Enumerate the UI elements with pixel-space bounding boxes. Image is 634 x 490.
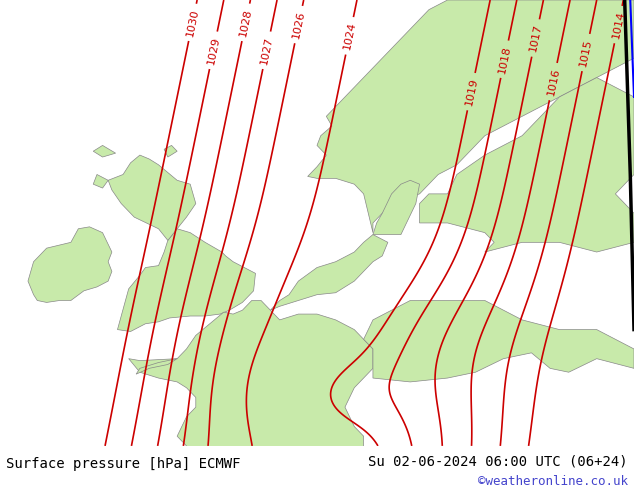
Text: Su 02-06-2024 06:00 UTC (06+24): Su 02-06-2024 06:00 UTC (06+24) bbox=[368, 454, 628, 468]
Text: 1028: 1028 bbox=[238, 7, 254, 37]
Polygon shape bbox=[129, 300, 373, 462]
Polygon shape bbox=[93, 146, 115, 157]
Polygon shape bbox=[364, 300, 634, 382]
Text: 1016: 1016 bbox=[545, 67, 561, 97]
Text: 1024: 1024 bbox=[342, 21, 358, 50]
Polygon shape bbox=[307, 0, 634, 233]
Text: Surface pressure [hPa] ECMWF: Surface pressure [hPa] ECMWF bbox=[6, 457, 241, 470]
Polygon shape bbox=[28, 227, 112, 302]
Polygon shape bbox=[164, 146, 177, 157]
Text: 1015: 1015 bbox=[578, 38, 593, 67]
Polygon shape bbox=[373, 180, 420, 235]
Text: 1019: 1019 bbox=[463, 77, 479, 106]
Text: 1014: 1014 bbox=[611, 10, 626, 39]
Polygon shape bbox=[93, 174, 108, 188]
Text: 1018: 1018 bbox=[497, 45, 512, 74]
Polygon shape bbox=[108, 155, 196, 241]
Text: 1030: 1030 bbox=[184, 8, 200, 37]
Polygon shape bbox=[420, 77, 634, 252]
Text: 1017: 1017 bbox=[528, 23, 543, 53]
Text: 1029: 1029 bbox=[205, 35, 221, 65]
Polygon shape bbox=[117, 229, 256, 332]
Polygon shape bbox=[270, 235, 388, 310]
Text: ©weatheronline.co.uk: ©weatheronline.co.uk bbox=[477, 475, 628, 488]
Text: 1026: 1026 bbox=[291, 10, 306, 39]
Text: 1027: 1027 bbox=[259, 35, 275, 65]
Polygon shape bbox=[136, 359, 177, 374]
